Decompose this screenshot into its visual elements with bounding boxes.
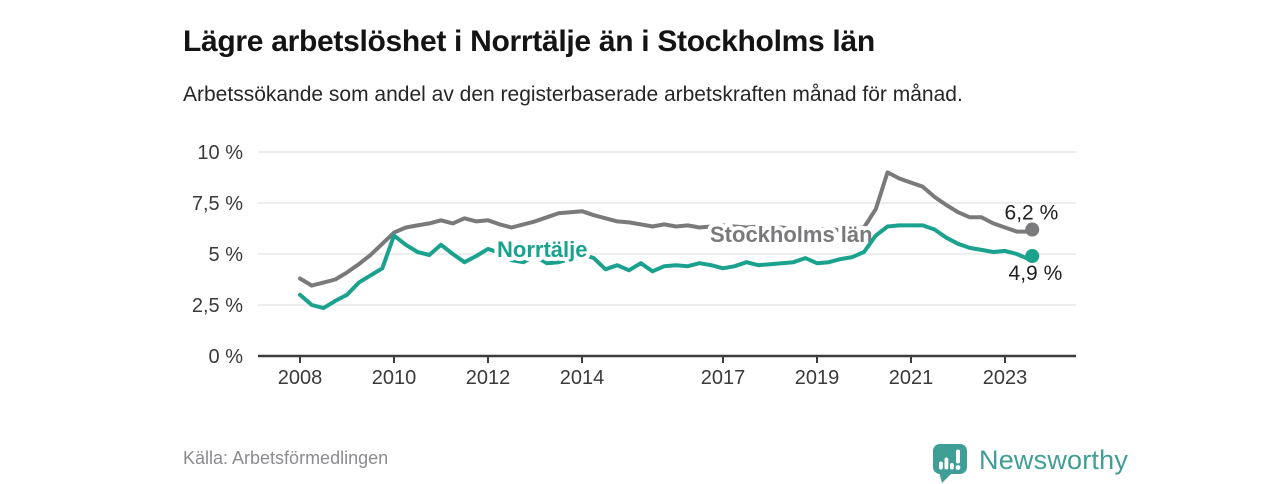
page-title: Lägre arbetslöshet i Norrtälje än i Stoc… xyxy=(183,25,875,59)
series-line-stockholms-lan xyxy=(298,170,1035,288)
series-end-dot-stockholms-lan xyxy=(1025,222,1040,237)
newsworthy-logo-icon xyxy=(933,444,967,483)
series-inline-label-stockholms-lan: Stockholms län xyxy=(710,222,873,247)
chart-subtitle: Arbetssökande som andel av den registerb… xyxy=(183,83,963,106)
y-tick-label: 7,5 % xyxy=(192,193,243,215)
x-tick-label: 2010 xyxy=(372,367,417,389)
x-tick-label: 2014 xyxy=(560,367,605,389)
series-end-dot-norrtalje xyxy=(1025,249,1040,264)
x-tick-label: 2023 xyxy=(983,367,1028,389)
x-tick-label: 2021 xyxy=(889,367,934,389)
y-tick-label: 2,5 % xyxy=(192,295,243,317)
series-inline-label-norrtalje: Norrtälje xyxy=(497,237,587,262)
source-note: Källa: Arbetsförmedlingen xyxy=(183,448,389,468)
series-end-value-norrtalje: 4,9 % xyxy=(1009,262,1063,285)
y-tick-label: 0 % xyxy=(209,346,244,368)
x-tick-label: 2019 xyxy=(795,367,840,389)
x-tick-label: 2017 xyxy=(701,367,746,389)
series-end-value-stockholms-lan: 6,2 % xyxy=(1005,202,1059,225)
x-tick-label: 2008 xyxy=(278,367,323,389)
y-tick-label: 5 % xyxy=(209,244,244,266)
y-tick-label: 10 % xyxy=(197,142,243,164)
newsworthy-logo: Newsworthy xyxy=(930,440,1128,484)
x-tick-label: 2012 xyxy=(466,367,511,389)
newsworthy-logo-text: Newsworthy xyxy=(979,445,1129,475)
series-line-norrtalje xyxy=(298,223,1035,311)
